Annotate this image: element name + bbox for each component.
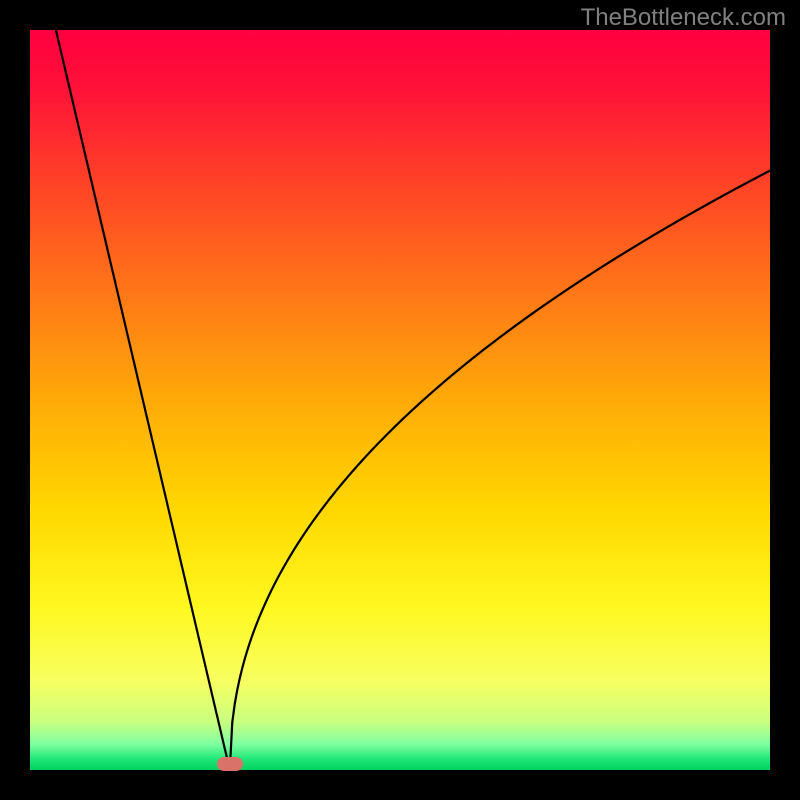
- curve-path: [56, 30, 770, 770]
- watermark-text: TheBottleneck.com: [581, 4, 786, 32]
- bottleneck-curve: [0, 0, 800, 800]
- chart-container: TheBottleneck.com: [0, 0, 800, 800]
- minimum-marker: [217, 757, 243, 771]
